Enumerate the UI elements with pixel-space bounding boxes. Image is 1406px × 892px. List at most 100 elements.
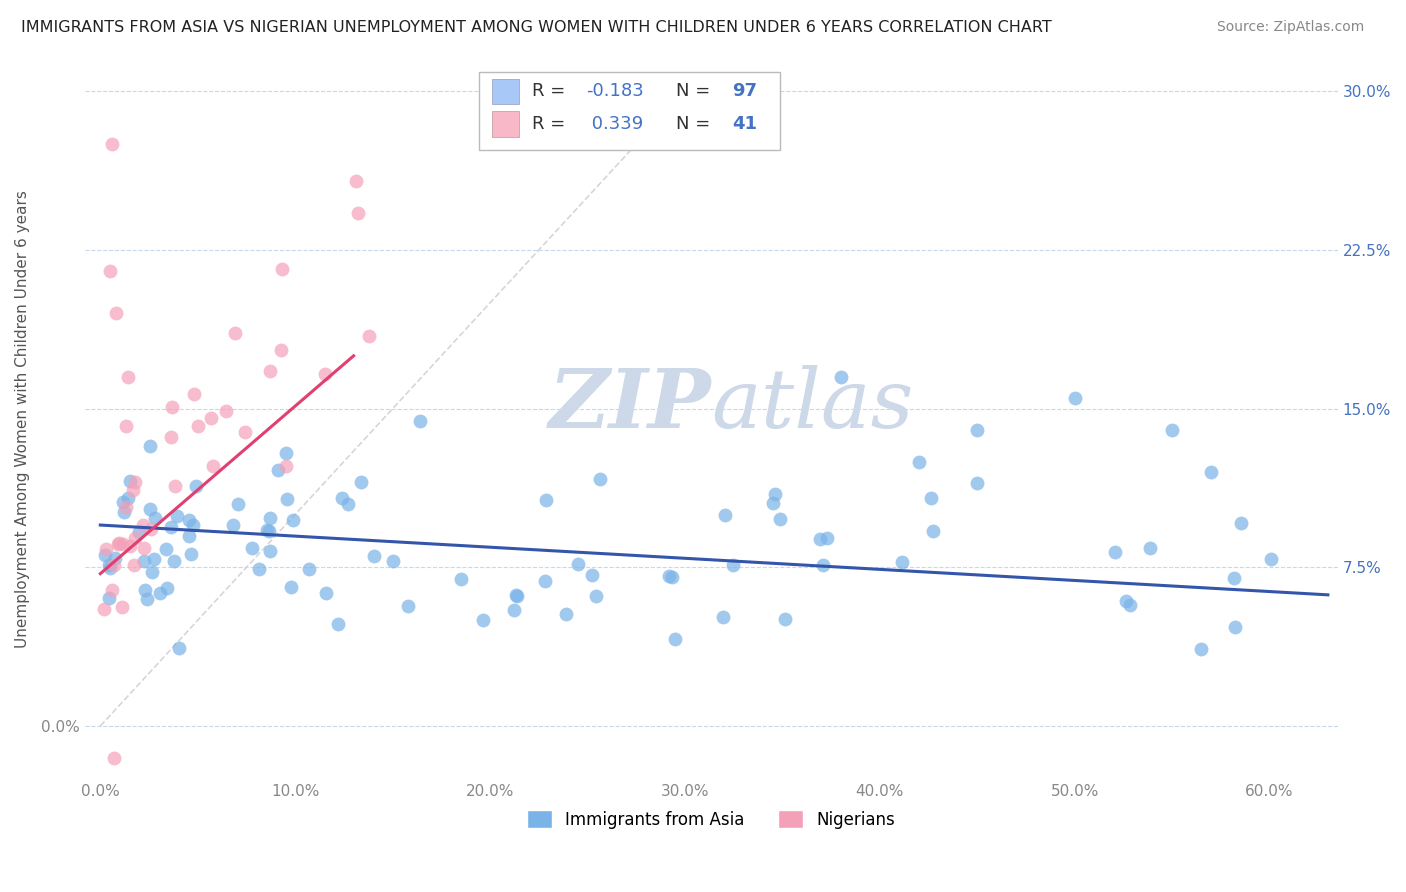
Point <box>1260 551 1282 566</box>
Point <box>450 572 472 586</box>
Point <box>141 565 163 579</box>
Point <box>921 524 943 539</box>
Point <box>111 600 134 615</box>
Point <box>589 472 612 486</box>
Point <box>471 614 494 628</box>
Text: N =: N = <box>676 114 716 133</box>
Point <box>134 541 156 555</box>
Point <box>240 541 263 556</box>
Point <box>506 589 529 603</box>
Point <box>314 367 336 381</box>
Point <box>111 536 134 550</box>
Point <box>177 529 200 543</box>
Point <box>775 612 797 626</box>
Point <box>111 495 134 509</box>
Point <box>907 454 929 468</box>
Point <box>1119 599 1142 613</box>
Point <box>97 558 120 572</box>
Point <box>363 549 385 564</box>
Point <box>98 591 121 606</box>
Point <box>890 555 912 569</box>
Point <box>270 343 292 357</box>
Point <box>283 512 305 526</box>
Point <box>382 554 405 568</box>
Point <box>117 491 139 505</box>
Point <box>1223 571 1246 585</box>
Point <box>534 493 557 508</box>
Point <box>256 523 278 537</box>
Point <box>180 547 202 561</box>
Point <box>149 585 172 599</box>
Point <box>408 414 430 428</box>
Point <box>502 603 524 617</box>
Point <box>966 423 988 437</box>
Point <box>103 751 125 765</box>
Point <box>247 562 270 576</box>
Text: R =: R = <box>531 114 571 133</box>
Point <box>98 561 121 575</box>
Point <box>165 479 187 493</box>
Point <box>160 520 183 534</box>
Point <box>326 617 349 632</box>
Bar <box>492 79 519 104</box>
Point <box>163 554 186 568</box>
Point <box>347 206 370 220</box>
Point <box>711 610 734 624</box>
Point <box>1199 465 1222 479</box>
Point <box>103 558 125 573</box>
Point <box>93 602 115 616</box>
Point <box>101 582 124 597</box>
Point <box>815 531 838 545</box>
Point <box>115 419 138 434</box>
Point <box>139 439 162 453</box>
Point <box>259 543 281 558</box>
Point <box>830 370 852 384</box>
Point <box>396 599 419 613</box>
Point <box>714 508 737 522</box>
Point <box>567 557 589 571</box>
Point <box>270 262 292 277</box>
Point <box>257 524 280 538</box>
Point <box>155 541 177 556</box>
Point <box>104 551 127 566</box>
Text: ZIP: ZIP <box>548 365 711 445</box>
Point <box>104 306 127 320</box>
Point <box>177 513 200 527</box>
Point <box>160 430 183 444</box>
Point <box>226 497 249 511</box>
Point <box>1063 391 1085 405</box>
Text: Source: ZipAtlas.com: Source: ZipAtlas.com <box>1216 20 1364 34</box>
Point <box>122 558 145 573</box>
Point <box>920 491 942 505</box>
Point <box>108 536 131 550</box>
Point <box>224 326 246 341</box>
Point <box>142 552 165 566</box>
Point <box>581 568 603 582</box>
Point <box>298 562 321 576</box>
Point <box>534 574 557 589</box>
Point <box>274 459 297 474</box>
Point <box>658 568 681 582</box>
Point <box>357 328 380 343</box>
Point <box>160 401 183 415</box>
Point <box>135 592 157 607</box>
Point <box>222 518 245 533</box>
Point <box>139 502 162 516</box>
Point <box>330 491 353 505</box>
Point <box>344 174 367 188</box>
Point <box>120 539 142 553</box>
Point <box>1104 544 1126 558</box>
Point <box>132 517 155 532</box>
Legend: Immigrants from Asia, Nigerians: Immigrants from Asia, Nigerians <box>520 804 901 835</box>
Point <box>664 632 686 646</box>
Point <box>128 525 150 540</box>
Point <box>122 483 145 498</box>
Text: N =: N = <box>676 81 716 100</box>
Point <box>811 558 834 572</box>
Point <box>1189 642 1212 657</box>
Point <box>585 589 607 603</box>
Point <box>233 425 256 439</box>
Y-axis label: Unemployment Among Women with Children Under 6 years: Unemployment Among Women with Children U… <box>15 190 30 648</box>
Point <box>808 532 831 546</box>
Point <box>336 497 359 511</box>
